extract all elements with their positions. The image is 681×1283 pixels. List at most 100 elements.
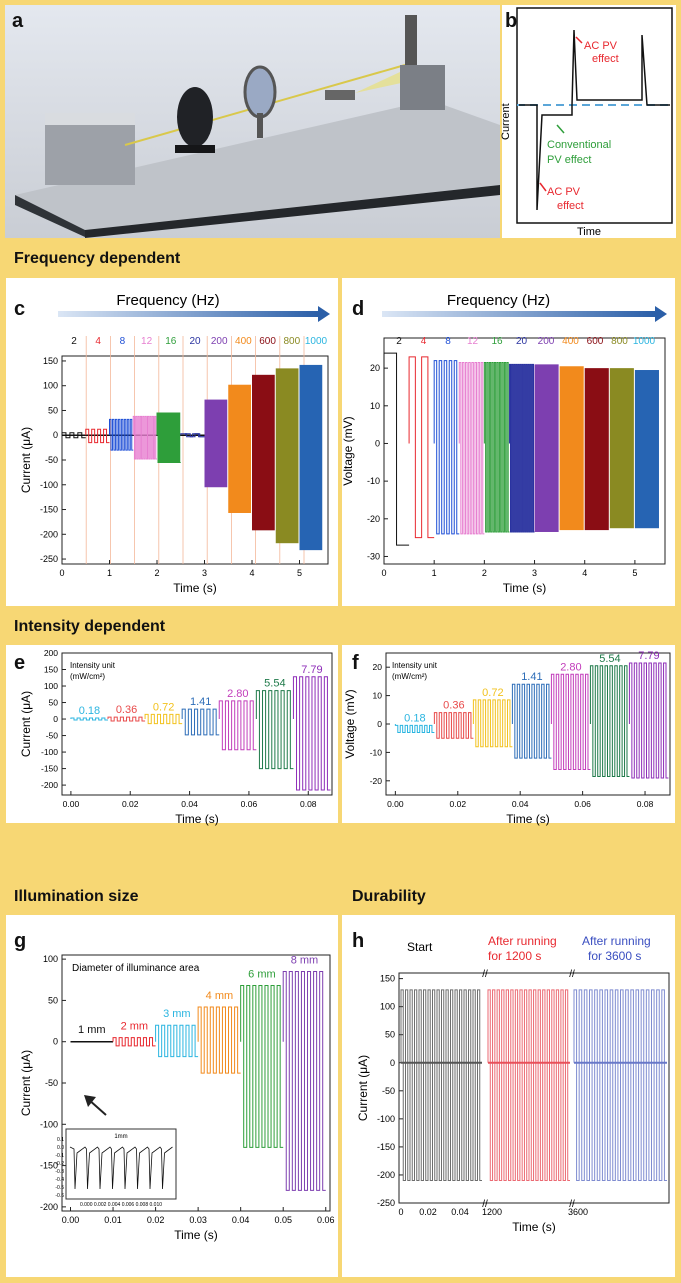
series-trace-8mm <box>282 971 326 1191</box>
frequency-arrow-head <box>655 306 667 322</box>
size-label-2 mm: 2 mm <box>121 1021 149 1033</box>
lens-post <box>257 113 263 138</box>
chopper-wheel <box>177 87 213 147</box>
x-tick-label: 0.00 <box>62 1215 80 1225</box>
size-label-1 mm: 1 mm <box>78 1024 106 1036</box>
intensity-label-1.41: 1.41 <box>521 671 542 683</box>
x-tick-label: 5 <box>632 568 637 578</box>
series-trace-7.79 <box>628 662 669 779</box>
x-tick-label: 0.00 <box>63 799 80 809</box>
series-block-400 <box>559 366 584 531</box>
x-tick-label: 3600 <box>568 1207 588 1217</box>
freq-label-16: 16 <box>165 336 177 347</box>
xyz-stage <box>400 65 445 110</box>
y-tick-label: -20 <box>370 776 383 786</box>
x-tick-label: 0.06 <box>317 1215 335 1225</box>
label-3600-line2: for 3600 s <box>588 949 641 963</box>
panel-a <box>5 5 500 238</box>
inset-y-tick-label: -0.2 <box>55 1161 64 1167</box>
y-tick-label: -50 <box>45 455 58 465</box>
y-tick-label: 20 <box>370 363 380 373</box>
frequency-arrow-head <box>318 306 330 322</box>
series-trace-0.72 <box>144 713 183 725</box>
b-conventional-line1: Conventional <box>547 139 611 151</box>
freq-label-800: 800 <box>283 336 300 347</box>
freq-label-1000: 1000 <box>633 336 656 347</box>
label-1200-line1: After running <box>488 934 557 948</box>
x-tick-label: 4 <box>249 568 254 578</box>
chart-c: Frequency (Hz)150100500-50-100-150-200-2… <box>19 292 330 595</box>
intensity-note-line1: Intensity unit <box>392 661 438 670</box>
intensity-label-2.80: 2.80 <box>227 688 248 700</box>
series-block-1000 <box>299 364 323 551</box>
label-3600-line1: After running <box>582 934 651 948</box>
y-axis-label: Current (μA) <box>19 1050 33 1116</box>
intensity-label-5.54: 5.54 <box>599 653 620 665</box>
y-tick-label: -200 <box>40 529 58 539</box>
y-tick-label: 0 <box>53 1037 58 1047</box>
label-start: Start <box>407 940 433 954</box>
freq-label-12: 12 <box>467 336 479 347</box>
y-tick-label: 20 <box>373 662 383 672</box>
series-trace-4mm <box>197 1006 241 1074</box>
y-tick-label: 0 <box>53 430 58 440</box>
b-acpv-top-line2: effect <box>592 53 619 65</box>
y-axis-label: Current (μA) <box>19 427 33 493</box>
size-label-6 mm: 6 mm <box>248 969 276 981</box>
panel-label-a: a <box>12 10 24 32</box>
freq-label-600: 600 <box>587 336 604 347</box>
y-tick-label: 10 <box>373 691 383 701</box>
intensity-note-line2: (mW/cm²) <box>70 672 105 681</box>
size-label-3 mm: 3 mm <box>163 1008 191 1020</box>
x-tick-label: 0 <box>381 568 386 578</box>
x-tick-label: 4 <box>582 568 587 578</box>
series-trace-12 <box>458 361 485 535</box>
x-tick-label: 0.04 <box>451 1207 469 1217</box>
series-trace-6mm <box>240 985 284 1148</box>
x-tick-label: 0.01 <box>104 1215 122 1225</box>
frequency-title: Frequency (Hz) <box>116 292 219 309</box>
intensity-label-0.18: 0.18 <box>79 705 100 717</box>
optical-table-top <box>15 100 500 230</box>
x-tick-label: 0.04 <box>232 1215 250 1225</box>
series-trace-2.80 <box>218 700 257 751</box>
x-tick-label: 0 <box>59 568 64 578</box>
inset-x-ticks: 0.000 0.002 0.004 0.006 0.008 0.010 <box>80 1202 162 1208</box>
panel-g <box>6 915 338 1277</box>
size-label-4 mm: 4 mm <box>206 990 234 1002</box>
y-tick-label: -50 <box>45 1078 58 1088</box>
y-tick-label: 100 <box>380 1002 395 1012</box>
plot-frame <box>383 337 666 565</box>
chart-f: 20 10 0 -10 -20 0.00 0.02 0.04 0.06 0.08 Time (s) V… <box>343 650 671 826</box>
y-tick-label: 100 <box>43 954 58 964</box>
b-conventional-line2: PV effect <box>547 154 591 166</box>
y-tick-label: 0 <box>390 1058 395 1068</box>
y-tick-label: -10 <box>367 476 380 486</box>
y-tick-label: -20 <box>367 514 380 524</box>
series-block-800 <box>609 368 634 529</box>
y-tick-label: -150 <box>40 1161 58 1171</box>
durability-trace-0 <box>400 989 482 1182</box>
series-trace-0.36 <box>433 712 474 739</box>
inset-frame <box>65 1128 177 1200</box>
x-axis-label: Time (s) <box>512 1220 556 1234</box>
x-tick-label: 0.04 <box>181 799 198 809</box>
y-tick-label: 0 <box>377 719 382 729</box>
x-tick-label: 1200 <box>482 1207 502 1217</box>
inset-y-tick-label: 0.0 <box>57 1145 64 1151</box>
durability-trace-2 <box>573 989 667 1182</box>
series-trace-0.72 <box>472 699 513 748</box>
inset-y-tick-label: 0.1 <box>57 1137 64 1143</box>
x-tick-label: 1 <box>432 568 437 578</box>
axis-break: // <box>569 969 575 980</box>
y-tick-label: -200 <box>40 1202 58 1212</box>
x-tick-label: 2 <box>482 568 487 578</box>
b-acpv-top-line1: AC PV <box>584 40 618 52</box>
freq-label-16: 16 <box>491 336 503 347</box>
y-tick-label: 10 <box>370 401 380 411</box>
series-trace-2 <box>61 432 86 439</box>
series-trace-5.54 <box>589 665 630 778</box>
x-axis-label: Time (s) <box>173 581 217 595</box>
series-trace-3mm <box>155 1024 199 1058</box>
series-trace-8 <box>109 418 134 451</box>
